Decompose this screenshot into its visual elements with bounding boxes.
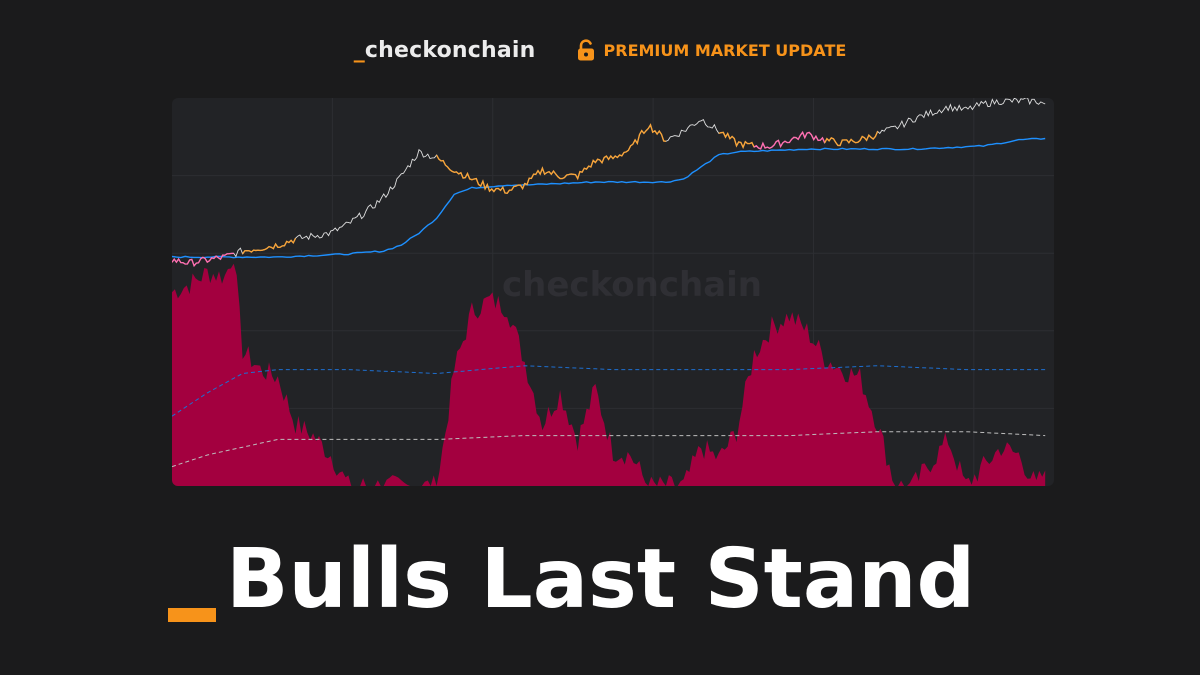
- price-highlight-pink: [172, 252, 234, 268]
- oscillator-area: [172, 263, 1046, 486]
- headline: Bulls Last Stand: [168, 510, 975, 630]
- price-highlight-orange: [824, 131, 879, 147]
- premium-badge[interactable]: PREMIUM MARKET UPDATE: [576, 39, 847, 61]
- price-highlight-pink: [753, 130, 826, 150]
- header: _checkonchain PREMIUM MARKET UPDATE: [0, 30, 1200, 70]
- brand-prefix: _: [353, 37, 365, 63]
- brand-logo[interactable]: _checkonchain: [354, 38, 536, 63]
- band-lower-line: [172, 431, 1046, 468]
- headline-title: Bulls Last Stand: [226, 532, 976, 627]
- band-upper-line: [172, 365, 1046, 417]
- chart-series: [172, 98, 1046, 486]
- price-highlight-orange: [435, 154, 526, 195]
- brand-name: checkonchain: [364, 37, 536, 63]
- chart-watermark: checkonchain: [502, 265, 762, 305]
- price-highlight-orange: [242, 237, 297, 255]
- price-highlight-orange: [524, 123, 666, 186]
- average-line: [172, 137, 1046, 259]
- lock-icon: [577, 39, 594, 61]
- chart-svg: checkonchain: [172, 98, 1054, 486]
- price-highlight-orange: [718, 131, 755, 150]
- headline-accent-bar: [168, 608, 216, 622]
- chart-panel: checkonchain: [172, 98, 1054, 486]
- premium-label: PREMIUM MARKET UPDATE: [603, 40, 847, 60]
